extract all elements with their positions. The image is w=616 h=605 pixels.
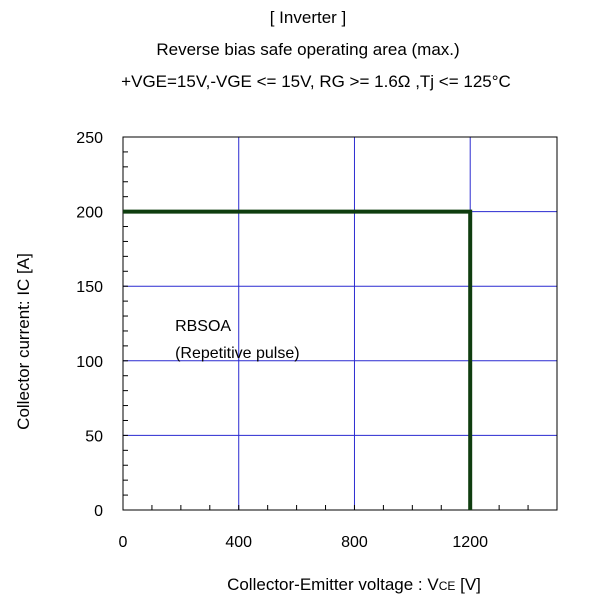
y-tick-label: 0 — [94, 503, 103, 520]
y-tick-label: 50 — [85, 428, 103, 445]
x-tick-label: 0 — [119, 534, 128, 551]
y-axis-label: Collector current: IC [A] — [14, 253, 33, 430]
x-tick-label: 800 — [341, 534, 368, 551]
x-tick-label: 400 — [225, 534, 252, 551]
plot-area — [123, 137, 557, 510]
y-tick-label: 200 — [76, 205, 103, 222]
y-tick-label: 150 — [76, 279, 103, 296]
y-tick-label: 100 — [76, 354, 103, 371]
plot-frame — [122, 136, 558, 511]
annotation-line: (Repetitive pulse) — [175, 345, 300, 362]
y-tick-label: 250 — [76, 130, 103, 147]
chart-subtitle: Reverse bias safe operating area (max.) — [156, 40, 460, 59]
chart-conditions: +VGE=15V,-VGE <= 15V, RG >= 1.6Ω ,Tj <= … — [121, 72, 511, 91]
annotation-line: RBSOA — [175, 318, 231, 335]
chart-title: [ Inverter ] — [269, 8, 347, 27]
x-axis-label: Collector-Emitter voltage : VCE [V] — [227, 575, 481, 594]
x-tick-label: 1200 — [452, 534, 488, 551]
rbsoa-boundary-line — [123, 209, 473, 510]
